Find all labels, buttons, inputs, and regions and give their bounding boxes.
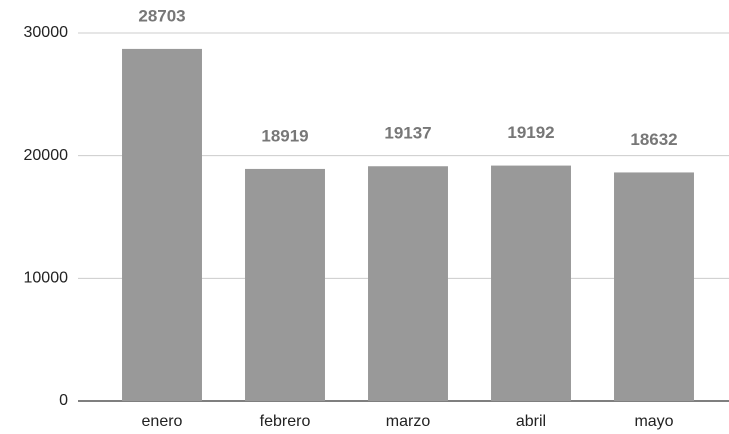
x-tick-label: enero [142,413,183,430]
bar [614,172,694,401]
y-tick-label: 20000 [24,147,69,164]
x-tick-label: mayo [634,413,673,430]
x-tick-label: abril [516,413,546,430]
data-label: 18919 [261,126,308,145]
data-label: 19137 [384,124,431,143]
bar [245,168,325,401]
y-tick-label: 30000 [24,24,69,41]
data-label: 28703 [138,6,185,25]
bar [122,48,202,402]
data-label: 19192 [507,123,554,142]
bar [491,165,571,401]
bar [368,166,448,401]
y-tick-label: 10000 [24,270,69,287]
y-tick-label: 0 [59,392,68,409]
x-tick-label: marzo [386,413,431,430]
data-label: 18632 [630,130,677,149]
x-tick-label: febrero [260,413,311,430]
